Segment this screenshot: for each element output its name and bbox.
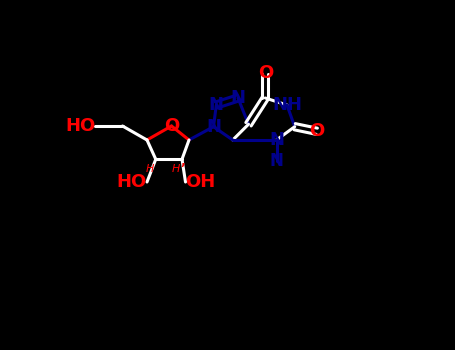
Text: N: N <box>206 118 221 136</box>
Text: N: N <box>269 152 283 170</box>
Text: O: O <box>258 64 273 83</box>
Text: H: H <box>172 164 180 174</box>
Text: O: O <box>309 122 324 140</box>
Text: HO: HO <box>65 117 95 135</box>
Text: NH: NH <box>272 96 302 114</box>
Text: O: O <box>164 117 179 135</box>
Text: H: H <box>146 164 154 174</box>
Text: N: N <box>231 89 246 107</box>
Text: N: N <box>269 131 284 149</box>
Text: OH: OH <box>186 173 216 191</box>
Text: ’: ’ <box>180 162 185 175</box>
Text: HO: HO <box>117 173 147 191</box>
Text: N: N <box>209 96 224 114</box>
